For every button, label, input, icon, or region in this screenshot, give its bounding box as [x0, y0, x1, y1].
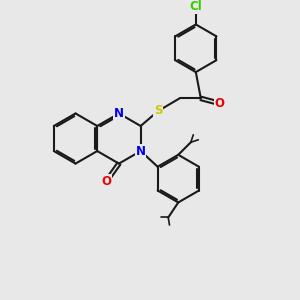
- Text: N: N: [136, 145, 146, 158]
- Text: O: O: [101, 175, 111, 188]
- Text: Cl: Cl: [189, 0, 202, 14]
- Text: N: N: [114, 107, 124, 120]
- Text: O: O: [214, 97, 225, 110]
- Text: S: S: [154, 104, 163, 117]
